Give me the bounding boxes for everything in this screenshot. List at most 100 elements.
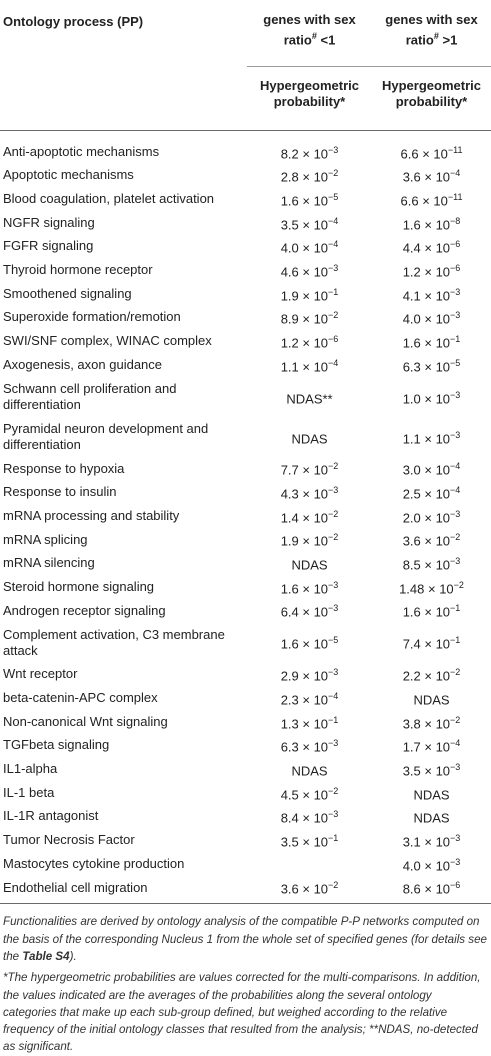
process-name: Superoxide formation/remotion: [3, 309, 181, 325]
probability-gt1: 6.3 × 10−5: [402, 357, 461, 374]
table-row: Smoothened signaling 1.9 × 10−1 4.1 × 10−3: [0, 282, 491, 306]
probability-gt1: 4.0 × 10−3: [402, 856, 461, 873]
probability-gt1: 1.6 × 10−1: [402, 333, 461, 351]
probability-lt1: NDAS**: [286, 390, 333, 406]
probability-lt1: 4.3 × 10−3: [280, 485, 339, 502]
probability-lt1: 8.4 × 10−3: [280, 809, 339, 826]
process-name: Schwann cell proliferation and differenti…: [3, 380, 177, 412]
process-name: Axogenesis, axon guidance: [3, 356, 163, 372]
probability-lt1: 1.6 × 10−5: [280, 191, 339, 209]
probability-lt1: 3.6 × 10−2: [247, 875, 372, 905]
probability-gt1: 7.4 × 10−1: [402, 635, 461, 652]
table-row: Pyramidal neuron development and differen…: [0, 417, 491, 457]
table-row: IL-1R antagonist 8.4 × 10−3 NDAS: [0, 805, 491, 829]
process-name: IL-1R antagonist: [3, 808, 99, 824]
table-row: Tumor Necrosis Factor 3.5 × 10−1 3.1 × 10−…: [0, 828, 491, 852]
table-row: Blood coagulation, platelet activation 1.…: [0, 187, 491, 211]
probability-lt1: 6.3 × 10−3: [280, 738, 339, 755]
probability-gt1: 6.6 × 10−11: [400, 144, 463, 162]
process-name: Wnt receptor: [3, 666, 78, 682]
probability-lt1: 2.9 × 10−3: [280, 667, 339, 684]
probability-gt1: 3.8 × 10−2: [402, 714, 461, 731]
process-name: NGFR signaling: [3, 214, 95, 230]
table-row: Apoptotic mechanisms 2.8 × 10−2 3.6 × 10−4: [0, 164, 491, 188]
process-name: Blood coagulation, platelet activation: [3, 191, 215, 207]
process-name: Tumor Necrosis Factor: [3, 832, 135, 848]
header-sex-ratio-gt1: genes with sex ratio# >1: [385, 12, 478, 48]
probability-gt1: 4.0 × 10−3: [402, 310, 461, 327]
table-row: Superoxide formation/remotion 8.9 × 10−2 4…: [0, 306, 491, 330]
table-row: NGFR signaling 3.5 × 10−4 1.6 × 10−8: [0, 211, 491, 235]
probability-gt1: 1.48 × 10−2: [399, 579, 464, 597]
process-name: Steroid hormone signaling: [3, 578, 155, 594]
table-body: Anti-apoptotic mechanisms 8.2 × 10−3 6.6 ×…: [0, 130, 491, 905]
table-row: Wnt receptor 2.9 × 10−3 2.2 × 10−2: [0, 663, 491, 687]
subheader-empty: [0, 66, 247, 130]
process-name: SWI/SNF complex, WINAC complex: [3, 333, 212, 349]
probability-lt1: 1.2 × 10−6: [280, 333, 339, 351]
table-row: mRNA silencing NDAS 8.5 × 10−3: [0, 551, 491, 575]
probability-lt1: [247, 852, 372, 876]
table-row: beta-catenin-APC complex 2.3 × 10−4 NDAS: [0, 686, 491, 710]
probability-gt1: 1.0 × 10−3: [402, 389, 461, 406]
table-row: Non-canonical Wnt signaling 1.3 × 10−1 3.8…: [0, 710, 491, 734]
process-name: Smoothened signaling: [3, 285, 132, 301]
table-row: Schwann cell proliferation and differenti…: [0, 377, 491, 417]
probability-gt1: 3.6 × 10−2: [402, 532, 461, 549]
probability-gt1: 1.6 × 10−1: [402, 603, 461, 620]
table-row: TGFbeta signaling 6.3 × 10−3 1.7 × 10−4: [0, 734, 491, 758]
process-name: Mastocytes cytokine production: [3, 855, 185, 871]
process-name: mRNA silencing: [3, 555, 95, 571]
table-row: mRNA processing and stability 1.4 × 10−2 2…: [0, 504, 491, 528]
process-name: FGFR signaling: [3, 238, 94, 254]
probability-gt1: 2.2 × 10−2: [402, 667, 461, 684]
process-name: Apoptotic mechanisms: [3, 167, 134, 183]
probability-gt1: 1.2 × 10−6: [402, 262, 461, 280]
probability-lt1: 4.0 × 10−4: [280, 239, 339, 256]
table-row: Steroid hormone signaling 1.6 × 10−3 1.48 …: [0, 575, 491, 599]
probability-gt1: 2.5 × 10−4: [402, 485, 461, 502]
probability-lt1: 1.1 × 10−4: [280, 357, 339, 374]
probability-gt1: 3.0 × 10−4: [402, 461, 461, 478]
probability-lt1: 7.7 × 10−2: [280, 461, 339, 478]
probability-gt1: 3.6 × 10−4: [402, 168, 461, 185]
probability-lt1: 4.5 × 10−2: [280, 785, 339, 802]
table-row: mRNA splicing 1.9 × 10−2 3.6 × 10−2: [0, 528, 491, 552]
probability-lt1: 4.6 × 10−3: [280, 262, 339, 280]
header-row: Ontology process (PP) genes with sex rat…: [0, 0, 491, 66]
probability-gt1: NDAS: [413, 810, 450, 826]
header-ontology-process: Ontology process (PP): [3, 14, 144, 29]
table-row: Androgen receptor signaling 6.4 × 10−3 1.6…: [0, 599, 491, 623]
probability-lt1: 1.6 × 10−3: [280, 579, 339, 597]
subheader-probability-gt1: Hypergeometric probability*: [372, 65, 491, 130]
table-row: SWI/SNF complex, WINAC complex 1.2 × 10−6…: [0, 329, 491, 353]
probability-lt1: 6.4 × 10−3: [280, 603, 339, 620]
probability-lt1: 1.9 × 10−2: [280, 532, 339, 549]
table-row: Mastocytes cytokine production 4.0 × 10−3: [0, 852, 491, 876]
process-name: mRNA splicing: [3, 531, 88, 547]
probability-lt1: 2.8 × 10−2: [280, 168, 339, 185]
footnote-hypergeometric: *The hypergeometric probabilities are va…: [3, 971, 481, 1054]
footnote-functionalities: Functionalities are derived by ontology …: [3, 915, 487, 963]
probability-gt1: 3.1 × 10−3: [402, 832, 461, 850]
process-name: Androgen receptor signaling: [3, 602, 166, 618]
probability-gt1: 2.0 × 10−3: [402, 508, 461, 526]
process-name: Non-canonical Wnt signaling: [3, 713, 168, 729]
table-row: Thyroid hormone receptor 4.6 × 10−3 1.2 × …: [0, 258, 491, 282]
table-row: Response to hypoxia 7.7 × 10−2 3.0 × 10−4: [0, 457, 491, 481]
probability-gt1: NDAS: [413, 692, 450, 708]
process-name: beta-catenin-APC complex: [3, 690, 158, 706]
probability-gt1: 8.6 × 10−6: [372, 875, 491, 905]
probability-lt1: 8.2 × 10−3: [280, 144, 339, 162]
table-row: Anti-apoptotic mechanisms 8.2 × 10−3 6.6 ×…: [0, 130, 491, 164]
table-row: Axogenesis, axon guidance 1.1 × 10−4 6.3 ×…: [0, 353, 491, 377]
probability-lt1: 2.3 × 10−4: [280, 690, 339, 708]
process-name: TGFbeta signaling: [3, 737, 110, 753]
table-row: Complement activation, C3 membrane attack…: [0, 623, 491, 663]
probability-gt1: 1.1 × 10−3: [402, 429, 461, 446]
process-name: Thyroid hormone receptor: [3, 262, 153, 278]
table-s4-reference: Table S4: [22, 949, 70, 963]
process-name: Endothelial cell migration: [0, 875, 247, 905]
probability-gt1: 3.5 × 10−3: [402, 761, 461, 779]
probability-gt1: NDAS: [413, 786, 450, 802]
